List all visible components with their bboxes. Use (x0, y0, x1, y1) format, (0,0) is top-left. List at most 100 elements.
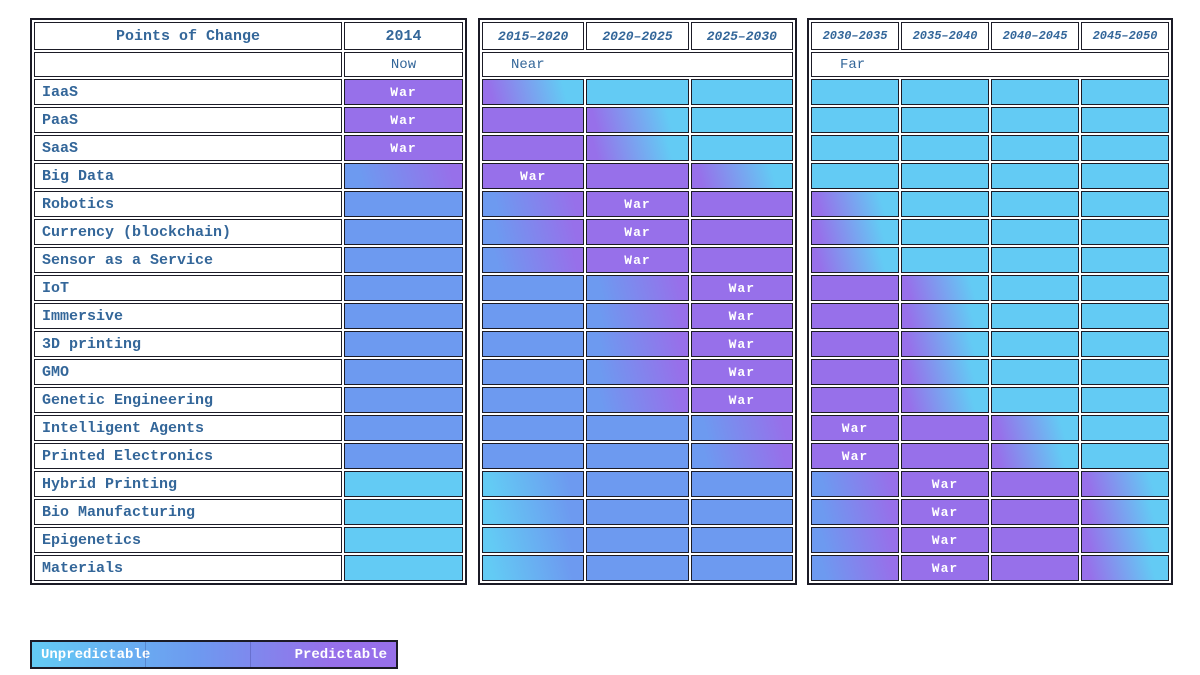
period-cell (344, 303, 463, 329)
period-cell (811, 107, 899, 133)
row-label: PaaS (34, 107, 342, 133)
table-row: War (482, 247, 793, 273)
period-cell (690, 163, 793, 189)
table-row: Immersive (34, 303, 463, 329)
period-cell (344, 275, 463, 301)
period-cell (991, 107, 1079, 133)
period-cell (1081, 79, 1169, 105)
period-cell (482, 79, 585, 105)
period-cell (1081, 247, 1169, 273)
period-cell (586, 471, 689, 497)
period-cell (901, 275, 989, 301)
period-cell (344, 331, 463, 357)
period-cell (344, 415, 463, 441)
year-header-2025-2030: 2025–2030 (690, 22, 793, 50)
period-cell (690, 499, 793, 525)
table-row: War (482, 163, 793, 189)
row-label: Materials (34, 555, 342, 581)
period-cell (1081, 331, 1169, 357)
period-cell (1081, 135, 1169, 161)
war-cell: War (690, 387, 793, 413)
war-cell: War (690, 275, 793, 301)
table-row (811, 275, 1169, 301)
table-row: War (811, 555, 1169, 581)
table-row (482, 79, 793, 105)
period-cell (991, 191, 1079, 217)
war-cell: War (901, 555, 989, 581)
period-cell (344, 471, 463, 497)
war-cell: War (586, 247, 689, 273)
period-cell (586, 107, 689, 133)
table-row (811, 107, 1169, 133)
table-row (811, 359, 1169, 385)
period-cell (811, 163, 899, 189)
table-row (482, 471, 793, 497)
horizon-label-near: Near (482, 52, 793, 77)
table-row: War (482, 359, 793, 385)
year-header-2015-2020: 2015–2020 (482, 22, 585, 50)
period-cell (586, 303, 689, 329)
period-cell (690, 219, 793, 245)
period-cell (482, 415, 585, 441)
horizon-header-row: Far (811, 52, 1169, 77)
period-cell (1081, 443, 1169, 469)
period-cell (586, 527, 689, 553)
war-cell: War (482, 163, 585, 189)
period-cell (586, 443, 689, 469)
row-label: Currency (blockchain) (34, 219, 342, 245)
period-cell (811, 79, 899, 105)
period-cell (482, 443, 585, 469)
year-header-2020-2025: 2020–2025 (586, 22, 689, 50)
table-row: War (811, 415, 1169, 441)
now-table: Points of Change 2014 Now IaaS War PaaS War… (30, 18, 467, 585)
table-row: Intelligent Agents (34, 415, 463, 441)
table-row (811, 135, 1169, 161)
period-cell (344, 219, 463, 245)
period-cell (811, 471, 899, 497)
period-cell (1081, 359, 1169, 385)
period-cell (1081, 415, 1169, 441)
row-label: SaaS (34, 135, 342, 161)
table-row: Big Data (34, 163, 463, 189)
period-cell (991, 471, 1079, 497)
year-header-2035-2040: 2035–2040 (901, 22, 989, 50)
period-cell (482, 555, 585, 581)
period-cell (811, 387, 899, 413)
period-cell (482, 331, 585, 357)
table-row: Genetic Engineering (34, 387, 463, 413)
period-cell (1081, 555, 1169, 581)
period-cell (811, 555, 899, 581)
table-row: Robotics (34, 191, 463, 217)
period-cell (901, 219, 989, 245)
period-cell (1081, 499, 1169, 525)
period-cell (482, 499, 585, 525)
period-cell (1081, 191, 1169, 217)
table-row: Currency (blockchain) (34, 219, 463, 245)
table-row (482, 415, 793, 441)
table-row (482, 135, 793, 161)
period-cell (811, 135, 899, 161)
row-label: Robotics (34, 191, 342, 217)
period-cell (901, 443, 989, 469)
year-header-row: 2030–2035 2035–2040 2040–2045 2045–2050 (811, 22, 1169, 50)
period-cell (991, 219, 1079, 245)
period-cell (690, 247, 793, 273)
period-cell (690, 135, 793, 161)
war-cell: War (811, 443, 899, 469)
period-cell (690, 191, 793, 217)
period-cell (344, 555, 463, 581)
period-cell (344, 359, 463, 385)
war-cell: War (901, 499, 989, 525)
table-row (811, 387, 1169, 413)
period-cell (586, 499, 689, 525)
period-cell (690, 527, 793, 553)
period-cell (586, 79, 689, 105)
war-cell: War (901, 527, 989, 553)
near-table: 2015–2020 2020–2025 2025–2030 Near War Wa… (478, 18, 797, 585)
war-cell: War (690, 303, 793, 329)
period-cell (1081, 387, 1169, 413)
period-cell (811, 303, 899, 329)
period-cell (482, 135, 585, 161)
empty-subheader-cell (34, 52, 342, 77)
row-label: Intelligent Agents (34, 415, 342, 441)
